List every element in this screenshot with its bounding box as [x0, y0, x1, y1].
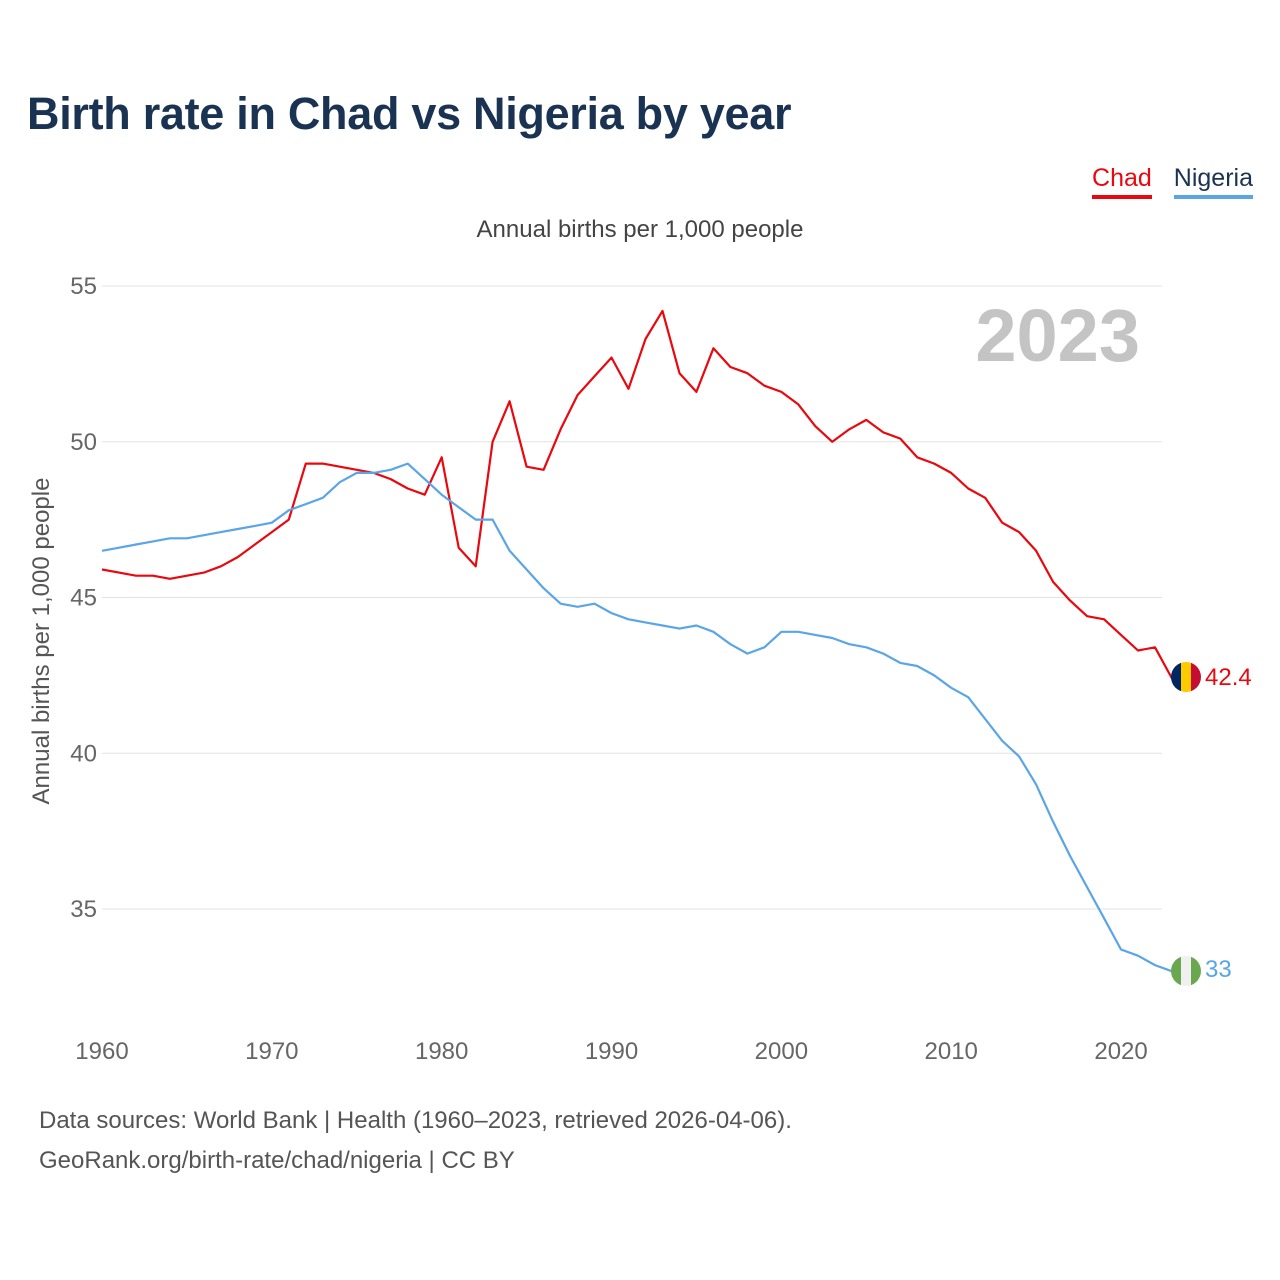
footer-sources: Data sources: World Bank | Health (1960–…	[39, 1107, 792, 1134]
gridlines	[102, 285, 1162, 910]
x-tick-label: 2000	[755, 1038, 808, 1065]
chart-title: Birth rate in Chad vs Nigeria by year	[27, 88, 792, 139]
chad-end-value: 42.4	[1205, 664, 1252, 691]
series-lines	[101, 309, 1173, 973]
legend: Chad Nigeria	[1092, 164, 1253, 199]
x-tick-label: 1990	[585, 1038, 638, 1065]
x-tick-label: 1970	[245, 1038, 298, 1065]
y-tick-label: 45	[70, 585, 97, 612]
nigeria-flag-icon	[1171, 956, 1201, 986]
y-tick-label: 55	[70, 273, 97, 300]
legend-item-chad[interactable]: Chad	[1092, 164, 1152, 199]
y-tick-label: 35	[70, 896, 97, 923]
year-label: 2023	[975, 294, 1140, 377]
x-tick-label: 2010	[925, 1038, 978, 1065]
nigeria-series-line	[101, 462, 1173, 973]
y-tick-label: 40	[70, 740, 97, 767]
chart-subtitle: Annual births per 1,000 people	[476, 216, 804, 243]
x-tick-label: 1960	[75, 1038, 128, 1065]
x-tick-labels: 1960 1970 1980 1990 2000 2010 2020	[75, 1038, 1147, 1065]
chad-flag-icon	[1171, 662, 1201, 692]
nigeria-end-value: 33	[1205, 956, 1232, 983]
legend-item-nigeria[interactable]: Nigeria	[1173, 164, 1253, 199]
chad-series-line	[101, 309, 1173, 680]
y-tick-labels: 35 40 45 50 55	[70, 273, 97, 923]
y-tick-label: 50	[70, 429, 97, 456]
footer-link[interactable]: GeoRank.org/birth-rate/chad/nigeria | CC…	[39, 1147, 515, 1174]
x-tick-label: 1980	[415, 1038, 468, 1065]
x-tick-label: 2020	[1094, 1038, 1147, 1065]
